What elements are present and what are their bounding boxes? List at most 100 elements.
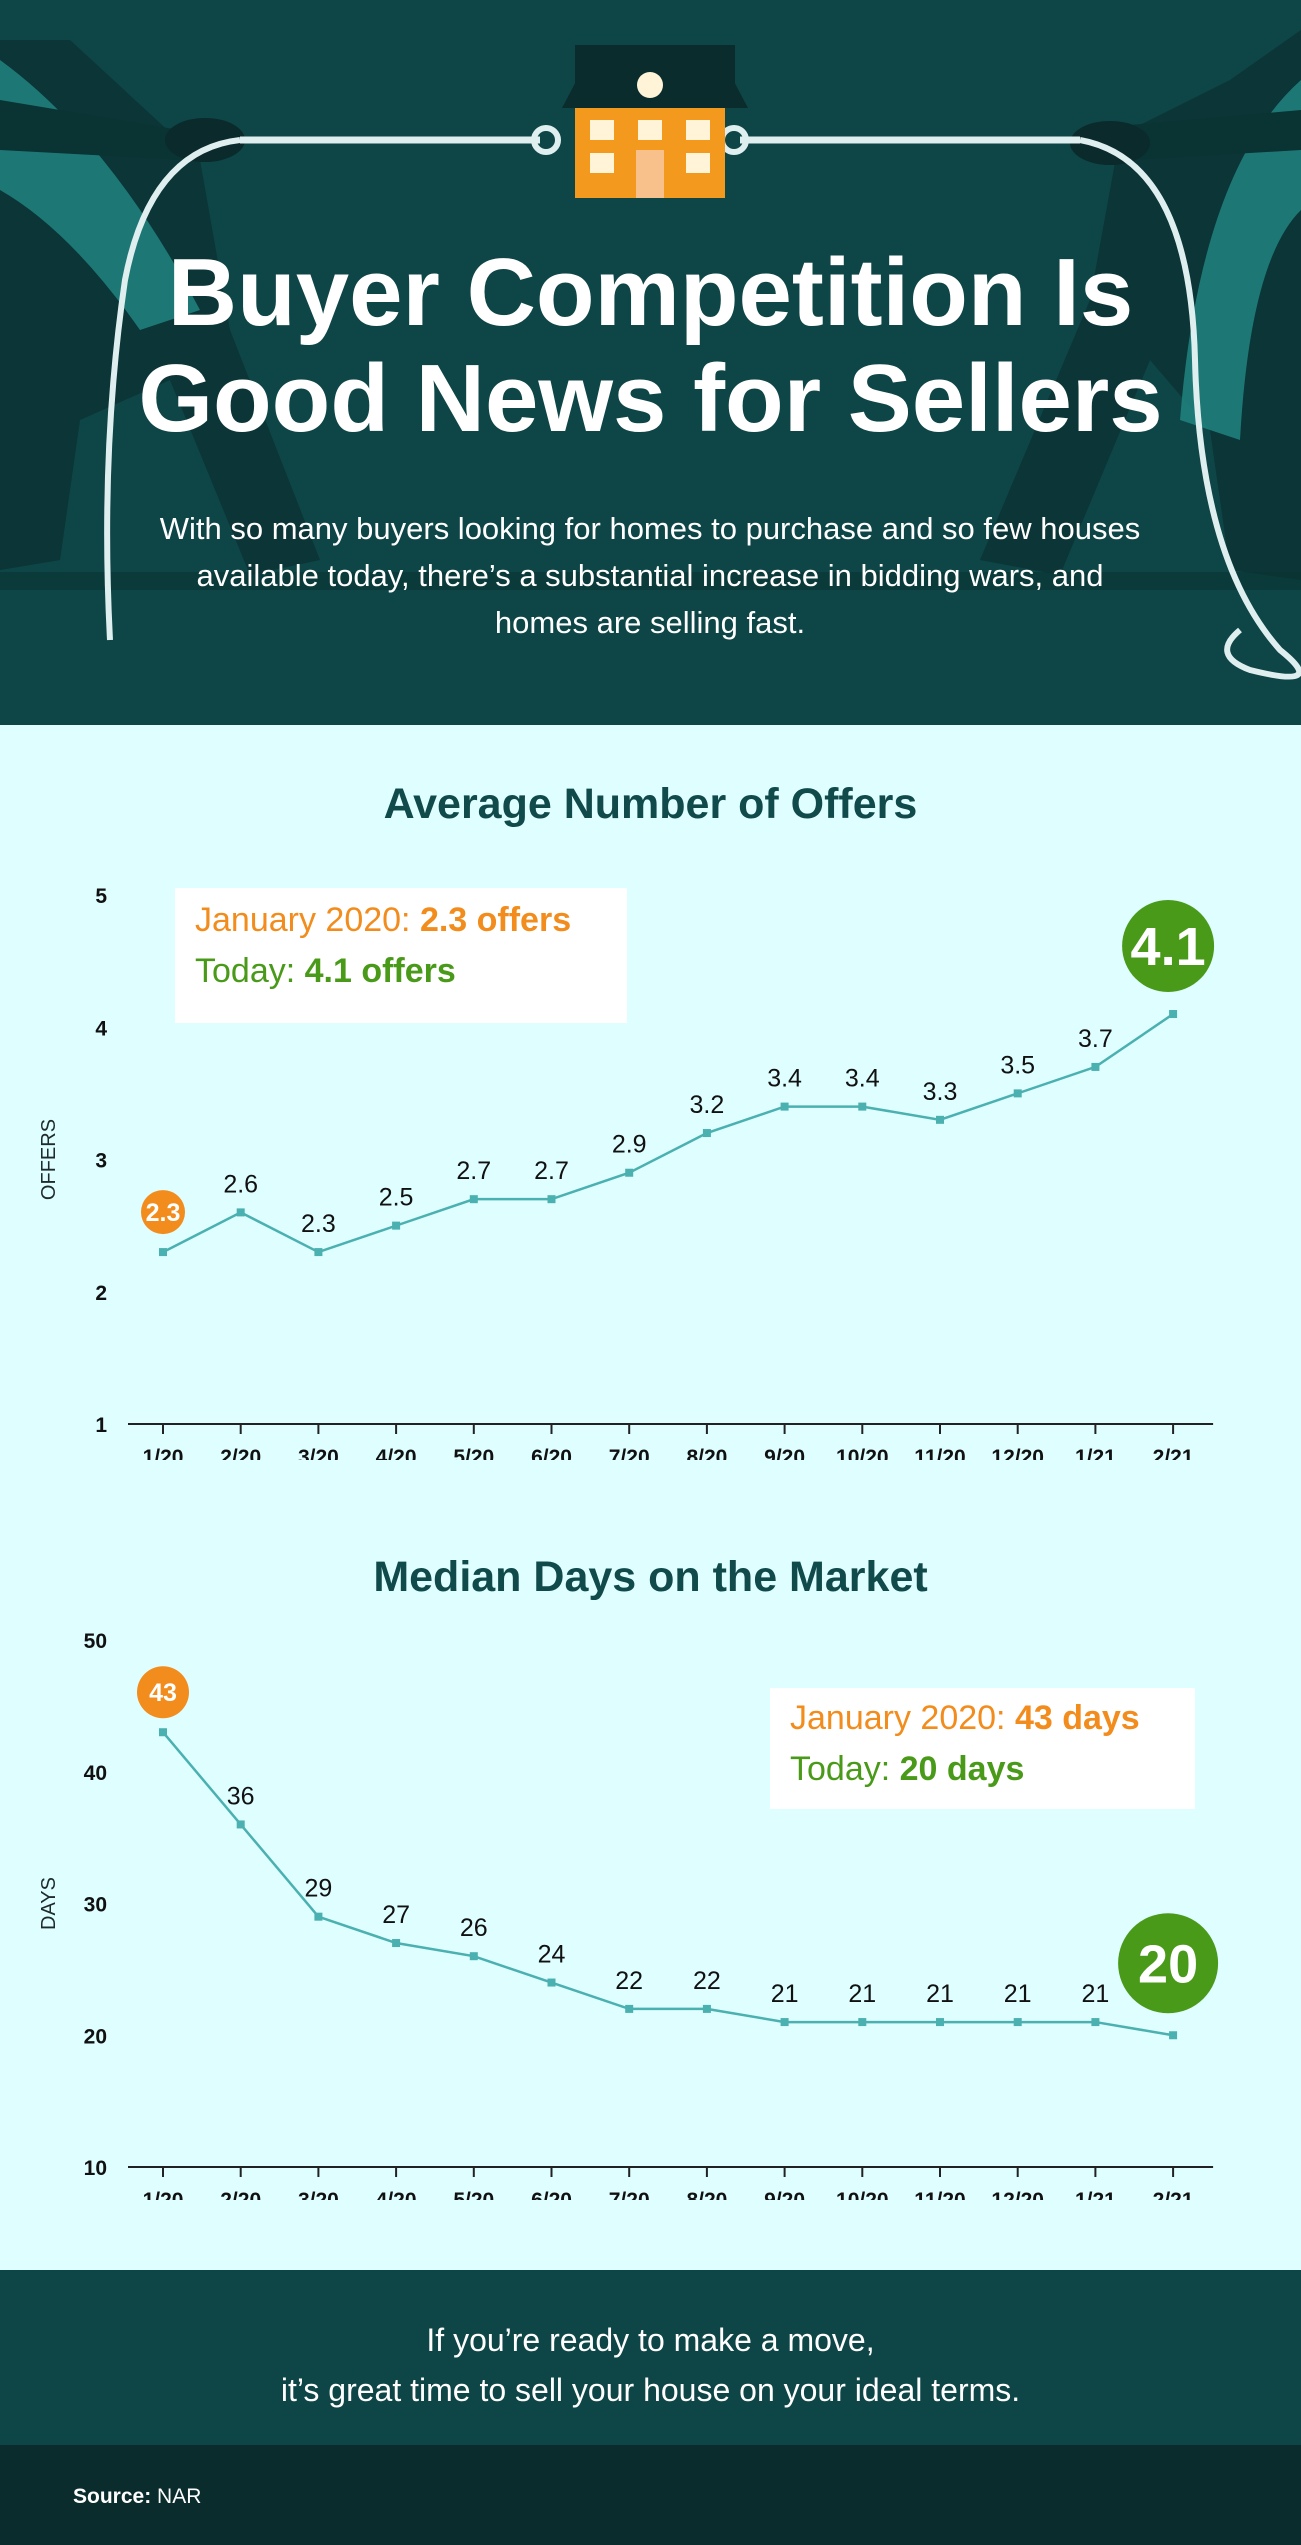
days-data-point (159, 1728, 167, 1737)
days-data-point (547, 1978, 556, 1987)
offers-callout-value-1: 2.3 offers (419, 901, 572, 939)
days-x-tick-label: 7/20 (609, 2189, 650, 2200)
days-x-tick-label: 4/20 (376, 2189, 417, 2200)
days-y-tick-label: 20 (84, 2025, 107, 2048)
days-y-tick-label: 10 (84, 2157, 107, 2180)
days-data-point (936, 2018, 944, 2027)
offers-data-label: 2.9 (612, 1131, 647, 1159)
days-data-label: 29 (304, 1875, 332, 1903)
offers-first-badge (141, 1190, 185, 1235)
offers-x-tick-label: 8/20 (686, 1446, 727, 1460)
offers-data-point (236, 1208, 245, 1217)
offers-y-tick-label: 1 (95, 1414, 107, 1437)
days-callout-prefix-1: January 2020: (790, 1699, 1015, 1737)
days-data-point (1169, 2031, 1178, 2040)
offers-x-tick-label: 1/21 (1075, 1446, 1116, 1460)
house-icon (562, 45, 748, 198)
days-x-tick-label: 1/20 (143, 2189, 184, 2200)
days-y-tick-label: 40 (84, 1762, 107, 1785)
offers-data-label: 3.5 (1000, 1051, 1035, 1079)
offers-data-point (1091, 1062, 1100, 1071)
offers-x-tick-label: 6/20 (531, 1446, 572, 1460)
days-data-point (625, 2004, 634, 2013)
days-data-point (780, 2018, 789, 2027)
offers-data-label: 3.3 (923, 1078, 958, 1106)
days-chart-title: Median Days on the Market (373, 1553, 928, 1601)
source-label: Source: (73, 2485, 152, 2508)
offers-callout-value-2: 4.1 offers (304, 952, 456, 990)
offers-y-tick-label: 5 (95, 885, 107, 908)
footer-line-2: it’s great time to sell your house on yo… (280, 2372, 1021, 2408)
days-series-line (162, 1731, 1174, 2037)
days-x-tick-label: 11/20 (914, 2189, 965, 2200)
days-data-label: 21 (926, 1980, 954, 2008)
days-data-point (314, 1912, 323, 1921)
source-value: NAR (151, 2485, 202, 2508)
offers-data-label: 3.7 (1078, 1025, 1113, 1053)
offers-data-label: 2.5 (379, 1184, 414, 1212)
title-line-1: Buyer Competition Is (167, 239, 1134, 346)
days-line-chart: DAYS 10 20 30 40 50 1/20 2/20 3/20 4/20 5/20 6/20 7/… (38, 1630, 1219, 2200)
offers-data-label: 3.2 (690, 1091, 725, 1119)
days-x-tick-label: 1/21 (1075, 2189, 1116, 2200)
days-last-badge (1118, 1913, 1219, 2014)
offers-data-point (858, 1102, 867, 1111)
offers-last-badge-label: 4.1 (1131, 917, 1206, 977)
offers-data-point (469, 1195, 478, 1204)
page-subtitle: With so many buyers looking for homes to… (159, 511, 1141, 640)
days-data-point (236, 1820, 245, 1829)
offers-first-badge-label: 2.3 (146, 1199, 181, 1227)
days-x-tick-label: 9/20 (764, 2189, 805, 2200)
source-bar: Source: NAR (0, 2445, 1301, 2545)
days-data-label: 26 (460, 1914, 488, 1942)
days-data-label: 21 (1081, 1980, 1109, 2008)
days-first-badge (137, 1666, 189, 1719)
days-x-tick-label: 6/20 (531, 2189, 572, 2200)
offers-data-label: 2.7 (534, 1157, 569, 1185)
header-banner: Buyer Competition Is Good News for Selle… (0, 0, 1301, 725)
offers-x-tick-label: 5/20 (453, 1446, 494, 1460)
offers-x-tick-label: 4/20 (376, 1446, 417, 1460)
days-data-label: 24 (538, 1941, 566, 1969)
offers-data-point (547, 1195, 556, 1204)
days-x-tick-label: 5/20 (453, 2189, 494, 2200)
offers-data-label: 2.3 (301, 1210, 336, 1238)
days-callout-prefix-2: Today: (790, 1750, 900, 1788)
days-data-point (858, 2018, 867, 2027)
days-data-label: 22 (693, 1967, 721, 1995)
offers-callout-prefix-1: January 2020: (195, 901, 420, 939)
days-callout-value-2: 20 days (899, 1750, 1025, 1788)
offers-x-tick-label: 11/20 (914, 1446, 965, 1460)
days-data-label: 21 (771, 1980, 799, 2008)
days-x-tick-label: 12/20 (991, 2189, 1044, 2200)
offers-y-tick-label: 4 (95, 1017, 107, 1040)
offers-y-tick-label: 3 (95, 1150, 107, 1173)
offers-x-tick-label: 7/20 (609, 1446, 650, 1460)
days-x-tick-label: 10/20 (836, 2189, 889, 2200)
offers-x-tick-label: 2/20 (220, 1446, 261, 1460)
source-credit: Source: NAR (73, 2485, 201, 2509)
offers-data-point (780, 1102, 789, 1111)
offers-callout-prefix-2: Today: (195, 952, 305, 990)
offers-x-tick-label: 2/21 (1153, 1446, 1194, 1460)
days-data-point (392, 1939, 401, 1948)
days-x-tick-label: 8/20 (686, 2189, 727, 2200)
days-x-tick-label: 2/20 (220, 2189, 261, 2200)
offers-data-point (314, 1248, 323, 1257)
days-last-badge-label: 20 (1138, 1934, 1198, 1994)
offers-y-tick-label: 2 (95, 1282, 107, 1305)
days-first-badge-label: 43 (149, 1679, 177, 1707)
days-x-tick-label: 2/21 (1153, 2189, 1194, 2200)
offers-x-tick-label: 9/20 (764, 1446, 805, 1460)
days-data-label: 27 (382, 1901, 410, 1929)
offers-data-point (702, 1129, 711, 1138)
footer-banner: If you’re ready to make a move, it’s gre… (0, 2270, 1301, 2445)
offers-data-point (159, 1248, 167, 1257)
days-data-point (702, 2004, 711, 2013)
offers-callout: January 2020: 2.3 offers Today: 4.1 offe… (175, 888, 627, 1023)
offers-x-tick-label: 12/20 (991, 1446, 1044, 1460)
footer-line-1: If you’re ready to make a move, (426, 2322, 875, 2358)
days-x-tick-label: 3/20 (298, 2189, 339, 2200)
days-data-label: 21 (1004, 1980, 1032, 2008)
tug-of-war-illustration (0, 30, 1301, 680)
